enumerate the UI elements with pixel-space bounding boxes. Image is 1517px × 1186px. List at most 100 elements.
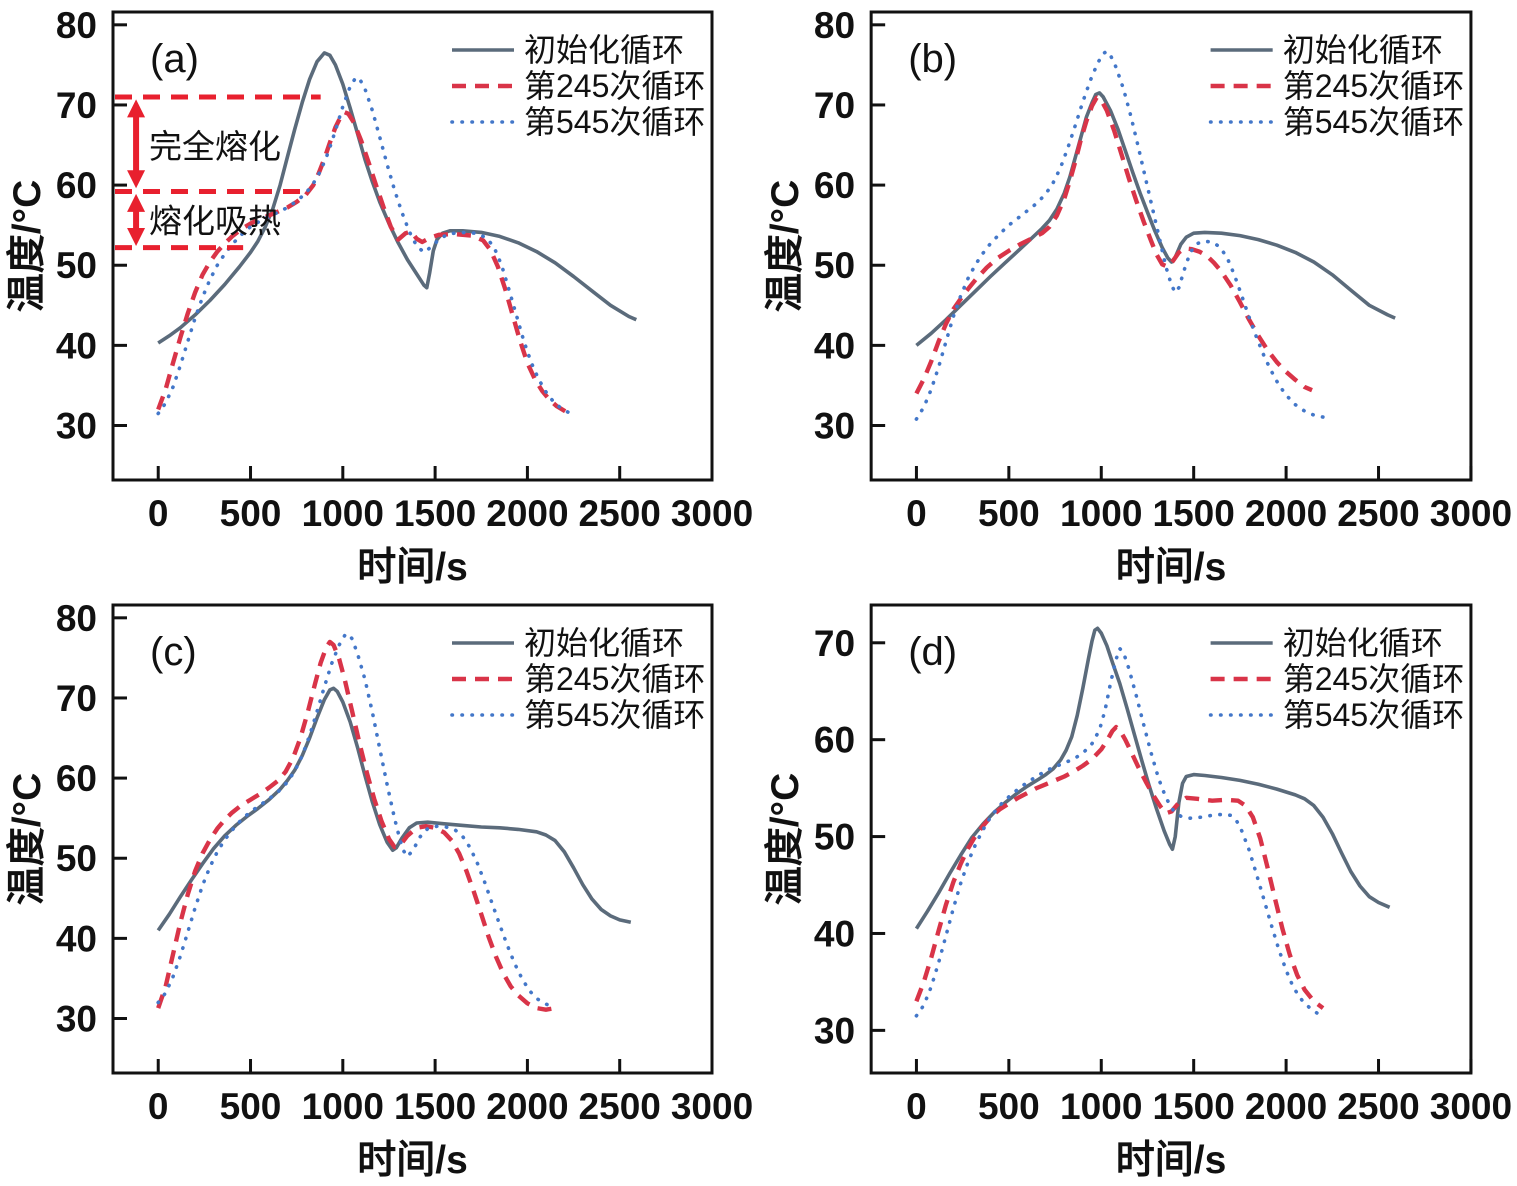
x-axis-title: 时间/s — [357, 546, 468, 589]
panel-letter: (a) — [150, 37, 199, 81]
x-tick-label: 2000 — [486, 1086, 568, 1127]
plot-frame — [869, 10, 1473, 482]
y-tick-label: 30 — [814, 405, 855, 447]
y-tick-label: 40 — [56, 918, 97, 959]
y-tick-label: 30 — [56, 999, 97, 1040]
y-tick-label: 60 — [56, 758, 97, 799]
panel-c: 0 500 1000 1500 2000 2500 3000 30 40 50 60 70 80 时间/s… — [0, 593, 758, 1186]
x-tick-label: 1000 — [302, 493, 384, 534]
y-tick-label: 60 — [814, 719, 855, 761]
x-tick-label: 1500 — [394, 1086, 476, 1127]
y-tick-label: 40 — [814, 324, 855, 366]
panel-a: 0 500 1000 1500 2000 2500 3000 30 40 50 60 70 80 时间/s… — [0, 0, 758, 593]
y-tick-label: 60 — [56, 165, 97, 206]
chart-a: 0 500 1000 1500 2000 2500 3000 30 40 50 60 70 80 时间/s… — [6, 5, 753, 589]
legend-label: 初始化循环 — [524, 625, 684, 661]
legend-label: 第245次循环 — [524, 68, 705, 104]
panel-letter: (c) — [150, 630, 197, 674]
x-axis-title: 时间/s — [1116, 546, 1227, 589]
y-tick-label: 40 — [814, 912, 855, 954]
x-tick-label: 1000 — [1060, 492, 1142, 534]
x-tick-label: 1000 — [302, 1086, 384, 1127]
series-dotted — [156, 75, 574, 417]
x-tick-label: 3000 — [671, 493, 753, 534]
y-tick-label: 50 — [56, 838, 97, 879]
panel-d: 0 500 1000 1500 2000 2500 3000 30 40 50 60 70 时间/s 温度… — [758, 593, 1517, 1186]
legend-label: 初始化循环 — [1283, 625, 1443, 661]
series-dotted — [914, 646, 1325, 1019]
annotation-arrowhead-up — [127, 193, 146, 212]
legend-label: 第245次循环 — [1283, 661, 1465, 697]
x-tick-label: 2500 — [579, 493, 661, 534]
y-tick-label: 50 — [56, 245, 97, 286]
x-tick-label: 3000 — [1430, 492, 1512, 534]
panel-b: 0 500 1000 1500 2000 2500 3000 30 40 50 60 70 80 时间/s… — [758, 0, 1517, 593]
x-tick-label: 2500 — [579, 1086, 661, 1127]
y-tick-label: 40 — [56, 325, 97, 366]
x-tick-label: 2000 — [1245, 492, 1327, 534]
y-axis-title: 温度/°C — [764, 180, 807, 313]
series-dashed — [156, 639, 556, 1012]
x-tick-label: 500 — [978, 492, 1040, 534]
y-axis-title: 温度/°C — [6, 773, 49, 906]
y-tick-label: 70 — [56, 85, 97, 126]
x-tick-label: 2000 — [486, 493, 568, 534]
series-dashed — [156, 110, 568, 414]
annotation-text: 熔化吸热 — [149, 202, 281, 239]
plot-frame — [111, 603, 714, 1075]
y-tick-label: 80 — [56, 5, 97, 46]
x-tick-label: 0 — [906, 1085, 927, 1127]
x-tick-label: 1500 — [394, 493, 476, 534]
series-dashed — [914, 724, 1325, 1010]
x-tick-label: 1500 — [1152, 492, 1234, 534]
x-tick-label: 3000 — [1430, 1085, 1512, 1127]
y-tick-label: 60 — [814, 164, 855, 206]
plot-frame — [869, 603, 1473, 1075]
y-axis-title: 温度/°C — [764, 773, 807, 906]
x-tick-label: 3000 — [671, 1086, 753, 1127]
x-tick-label: 0 — [148, 1086, 169, 1127]
legend-label: 第545次循环 — [1283, 104, 1465, 140]
legend-label: 初始化循环 — [524, 32, 684, 68]
x-tick-label: 1500 — [1152, 1085, 1234, 1127]
chart-d: 0 500 1000 1500 2000 2500 3000 30 40 50 60 70 时间/s 温度… — [764, 603, 1512, 1182]
annotation-arrowhead-down — [127, 170, 146, 189]
y-tick-label: 70 — [814, 622, 855, 664]
series-dotted — [156, 632, 557, 1010]
chart-b: 0 500 1000 1500 2000 2500 3000 30 40 50 60 70 80 时间/s… — [764, 4, 1512, 589]
annotation-text: 完全熔化 — [149, 128, 281, 165]
y-axis-title: 温度/°C — [6, 180, 49, 313]
x-tick-label: 2000 — [1245, 1085, 1327, 1127]
panel-letter: (d) — [908, 630, 957, 674]
x-tick-label: 0 — [148, 493, 169, 534]
annotation-arrowhead-up — [127, 99, 146, 118]
panel-letter: (b) — [908, 37, 957, 81]
y-tick-label: 30 — [814, 1009, 855, 1051]
y-tick-label: 80 — [56, 598, 97, 639]
legend-label: 第545次循环 — [524, 697, 705, 733]
x-tick-label: 500 — [220, 493, 282, 534]
x-axis-title: 时间/s — [1116, 1139, 1227, 1182]
annotation-arrowhead-down — [127, 228, 146, 246]
plot-frame — [111, 10, 714, 482]
x-tick-label: 0 — [906, 492, 927, 534]
series-dashed — [914, 95, 1313, 395]
x-tick-label: 2500 — [1337, 492, 1419, 534]
series-dotted — [914, 49, 1327, 421]
x-tick-label: 2500 — [1337, 1085, 1419, 1127]
y-tick-label: 70 — [814, 84, 855, 126]
chart-c: 0 500 1000 1500 2000 2500 3000 30 40 50 60 70 80 时间/s… — [6, 598, 753, 1182]
x-tick-label: 500 — [220, 1086, 282, 1127]
y-tick-label: 30 — [56, 406, 97, 447]
y-tick-label: 50 — [814, 244, 855, 286]
y-tick-label: 70 — [56, 678, 97, 719]
legend-label: 初始化循环 — [1283, 32, 1443, 68]
legend-label: 第245次循环 — [1283, 68, 1465, 104]
series-solid — [914, 626, 1391, 930]
series-solid — [157, 51, 638, 345]
legend-label: 第245次循环 — [524, 661, 705, 697]
y-tick-label: 80 — [814, 4, 855, 46]
y-tick-label: 50 — [814, 816, 855, 858]
x-axis-title: 时间/s — [357, 1139, 468, 1182]
